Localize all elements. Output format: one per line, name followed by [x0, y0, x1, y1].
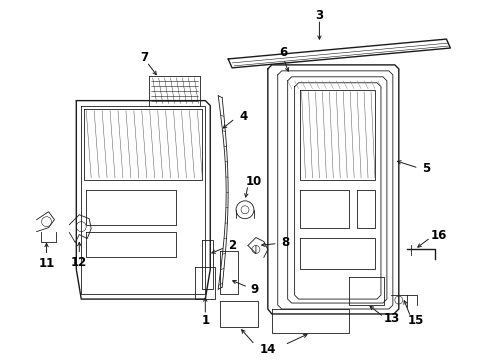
Text: 6: 6 — [280, 46, 288, 59]
Text: 15: 15 — [408, 314, 424, 327]
Text: 2: 2 — [228, 239, 236, 252]
Text: 9: 9 — [251, 283, 259, 296]
Text: 8: 8 — [282, 236, 290, 249]
Text: 14: 14 — [260, 343, 276, 356]
Text: 7: 7 — [141, 51, 149, 64]
Text: 11: 11 — [38, 257, 55, 270]
Text: 4: 4 — [240, 110, 248, 123]
Text: 12: 12 — [71, 256, 87, 269]
Text: 1: 1 — [201, 314, 209, 327]
Text: 5: 5 — [422, 162, 431, 175]
Text: 13: 13 — [384, 312, 400, 325]
Text: 3: 3 — [316, 9, 323, 22]
Text: 10: 10 — [246, 175, 262, 189]
Text: 16: 16 — [430, 229, 447, 242]
